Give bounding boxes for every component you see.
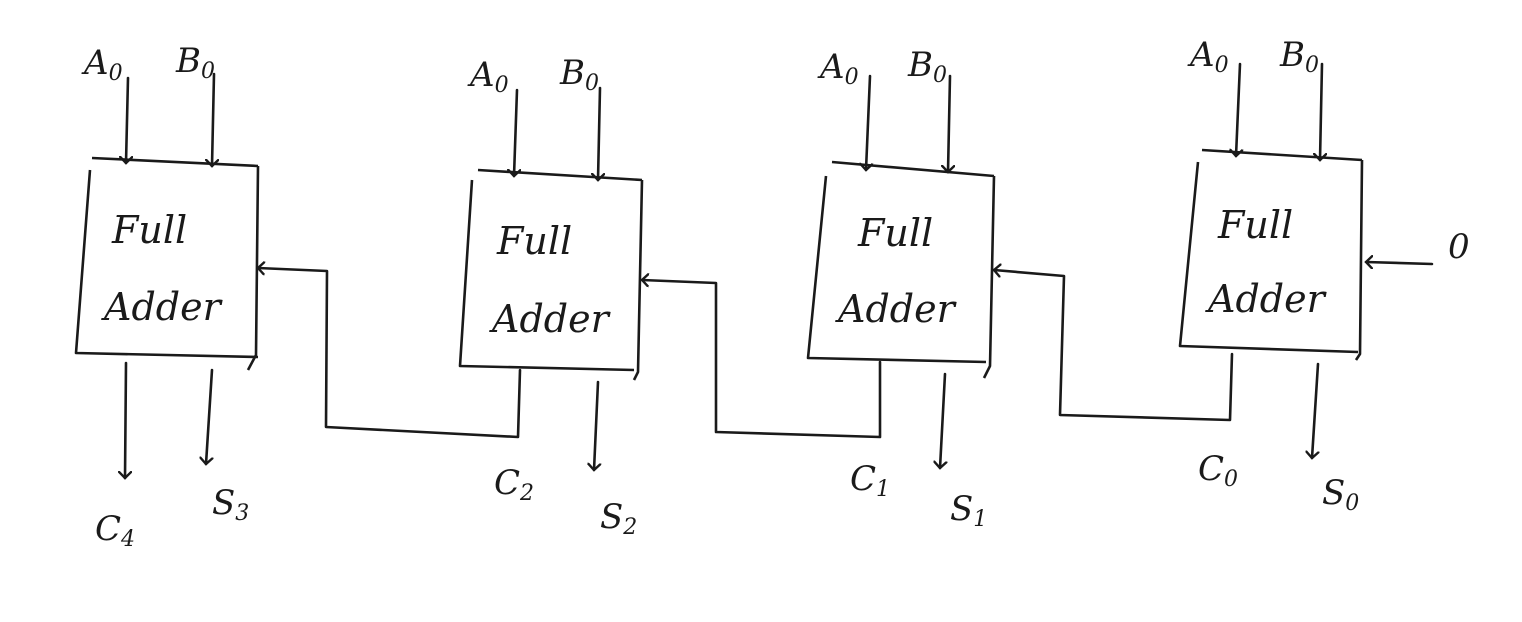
adder-title-line2: Adder bbox=[489, 297, 612, 341]
carry-out-label: C4 bbox=[95, 509, 135, 552]
carry-in-arrow bbox=[1366, 262, 1434, 264]
carry-wire-c0 bbox=[994, 270, 1234, 422]
input-b-label: B0 bbox=[175, 41, 215, 84]
adder-title-line2: Adder bbox=[835, 287, 958, 331]
adder-title-line1: Full bbox=[111, 208, 187, 252]
full-adder-3: Full Adder A0 B0 C4 S3 bbox=[74, 41, 260, 552]
input-a-label: A0 bbox=[467, 55, 509, 98]
carry-out-label: C1 bbox=[850, 459, 890, 502]
input-a-label: A0 bbox=[81, 43, 123, 86]
sum-label: S0 bbox=[1322, 473, 1359, 516]
sum-label: S2 bbox=[600, 497, 637, 540]
carry-out-arrow bbox=[125, 361, 126, 478]
carry-out-label: C0 bbox=[1198, 449, 1238, 492]
sum-arrow bbox=[940, 372, 945, 468]
carry-out-label: C2 bbox=[494, 463, 534, 506]
adder-box bbox=[458, 168, 644, 381]
adder-title-line1: Full bbox=[857, 211, 933, 255]
input-b-arrow bbox=[948, 74, 950, 172]
input-b-arrow bbox=[212, 72, 214, 166]
full-adder-2: Full Adder A0 B0 C2 S2 bbox=[458, 53, 644, 540]
input-a-label: A0 bbox=[817, 47, 859, 90]
adder-title-line2: Adder bbox=[101, 285, 224, 329]
input-a-arrow bbox=[1236, 62, 1240, 156]
input-b-label: B0 bbox=[559, 53, 599, 96]
sum-arrow bbox=[594, 380, 598, 470]
input-b-label: B0 bbox=[907, 45, 947, 88]
sum-label: S1 bbox=[950, 489, 987, 532]
input-a-arrow bbox=[514, 88, 517, 176]
sum-label: S3 bbox=[212, 483, 249, 526]
input-a-arrow bbox=[866, 74, 870, 170]
adder-title-line1: Full bbox=[496, 219, 572, 263]
adder-box bbox=[806, 160, 996, 379]
input-a-arrow bbox=[126, 76, 128, 163]
adder-box bbox=[1178, 148, 1364, 361]
input-b-label: B0 bbox=[1279, 35, 1319, 78]
adder-box bbox=[74, 156, 260, 371]
sum-arrow bbox=[1312, 362, 1318, 458]
full-adder-0: Full Adder A0 B0 C0 S0 0 bbox=[1178, 35, 1470, 516]
full-adder-1: Full Adder A0 B0 C1 S1 bbox=[806, 45, 996, 532]
adder-title-line1: Full bbox=[1217, 203, 1293, 247]
carry-wire-c2 bbox=[258, 268, 522, 439]
input-a-label: A0 bbox=[1187, 35, 1229, 78]
adder-title-line2: Adder bbox=[1205, 277, 1328, 321]
carry-wire-c1 bbox=[642, 280, 882, 439]
input-b-arrow bbox=[1320, 62, 1322, 160]
carry-in-label: 0 bbox=[1448, 227, 1470, 267]
input-b-arrow bbox=[598, 86, 600, 180]
sum-arrow bbox=[206, 368, 212, 464]
